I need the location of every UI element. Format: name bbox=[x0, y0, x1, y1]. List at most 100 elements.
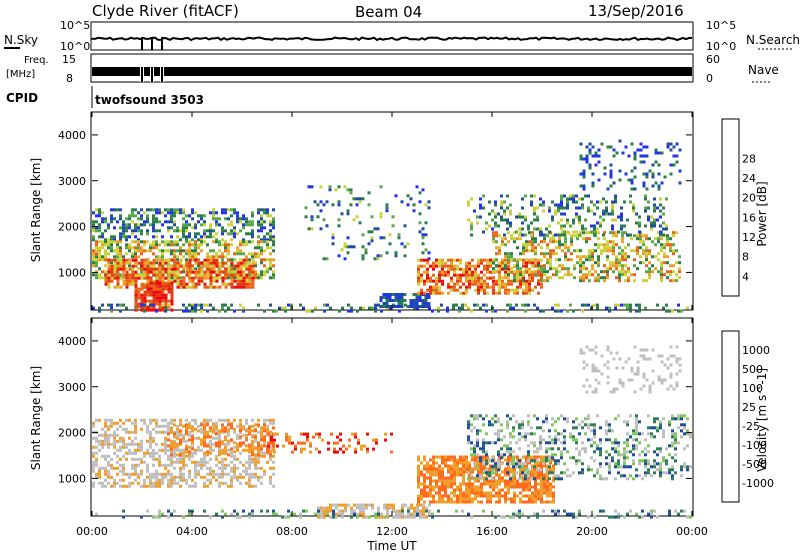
heatmap-cell bbox=[270, 438, 273, 442]
heatmap-cell bbox=[407, 512, 410, 516]
heatmap-cell bbox=[272, 466, 275, 470]
heatmap-cell bbox=[269, 214, 272, 218]
heatmap-cell bbox=[497, 459, 500, 463]
heatmap-cell bbox=[188, 276, 192, 280]
heatmap-cell bbox=[104, 424, 107, 428]
heatmap-cell bbox=[236, 276, 240, 280]
heatmap-cell bbox=[107, 442, 110, 446]
heatmap-cell bbox=[587, 303, 590, 307]
heatmap-cell bbox=[543, 252, 546, 256]
heatmap-cell bbox=[134, 418, 137, 422]
heatmap-cell bbox=[417, 279, 420, 283]
heatmap-cell bbox=[306, 438, 309, 442]
heatmap-cell bbox=[418, 221, 422, 225]
heatmap-cell bbox=[500, 453, 503, 457]
heatmap-cell bbox=[438, 291, 441, 295]
heatmap-cell bbox=[417, 455, 420, 459]
heatmap-cell bbox=[582, 279, 585, 283]
heatmap-cell bbox=[263, 238, 266, 242]
heatmap-cell bbox=[348, 444, 351, 448]
heatmap-cell bbox=[409, 197, 413, 201]
heatmap-cell bbox=[248, 240, 251, 244]
heatmap-cell bbox=[418, 191, 422, 195]
heatmap-cell bbox=[630, 178, 634, 182]
heatmap-cell bbox=[608, 426, 611, 430]
heatmap-cell bbox=[125, 258, 129, 262]
heatmap-cell bbox=[593, 441, 596, 445]
heatmap-cell bbox=[530, 194, 533, 198]
heatmap-cell bbox=[370, 215, 374, 219]
heatmap-cell bbox=[432, 461, 435, 465]
heatmap-cell bbox=[444, 482, 447, 486]
heatmap-cell bbox=[558, 237, 561, 241]
heatmap-cell bbox=[212, 214, 215, 218]
heatmap-cell bbox=[510, 485, 513, 489]
heatmap-cell bbox=[482, 441, 485, 445]
heatmap-cell bbox=[389, 306, 392, 310]
heatmap-cell bbox=[254, 255, 257, 259]
heatmap-cell bbox=[483, 288, 486, 292]
heatmap-cell bbox=[209, 435, 212, 439]
heatmap-cell bbox=[128, 246, 131, 250]
heatmap-cell bbox=[125, 246, 128, 250]
heatmap-cell bbox=[633, 154, 637, 158]
heatmap-cell bbox=[95, 226, 98, 230]
heatmap-cell bbox=[546, 258, 549, 262]
heatmap-cell bbox=[507, 279, 510, 283]
heatmap-cell bbox=[218, 429, 221, 433]
heatmap-cell bbox=[641, 459, 644, 463]
heatmap-cell bbox=[245, 240, 248, 244]
heatmap-cell bbox=[233, 258, 237, 262]
heatmap-cell bbox=[429, 285, 432, 289]
heatmap-cell bbox=[158, 270, 162, 274]
heatmap-cell bbox=[597, 160, 601, 164]
heatmap-cell bbox=[629, 233, 632, 237]
heatmap-cell bbox=[585, 237, 588, 241]
heatmap-cell bbox=[438, 494, 441, 498]
heatmap-cell bbox=[459, 467, 462, 471]
heatmap-cell bbox=[412, 209, 416, 213]
heatmap-cell bbox=[536, 417, 539, 421]
heatmap-cell bbox=[218, 276, 222, 280]
heatmap-cell bbox=[119, 267, 123, 271]
heatmap-cell bbox=[394, 299, 398, 302]
heatmap-cell bbox=[161, 264, 165, 268]
heatmap-cell bbox=[648, 270, 651, 274]
heatmap-cell bbox=[665, 197, 668, 201]
heatmap-cell bbox=[173, 451, 176, 455]
heatmap-cell bbox=[557, 206, 560, 210]
heatmap-cell bbox=[494, 200, 497, 204]
heatmap-cell bbox=[203, 276, 207, 280]
heatmap-cell bbox=[636, 252, 639, 256]
heatmap-cell bbox=[489, 258, 492, 262]
heatmap-cell bbox=[209, 267, 213, 271]
heatmap-cell bbox=[137, 293, 141, 297]
heatmap-cell bbox=[215, 457, 218, 461]
heatmap-cell bbox=[170, 220, 173, 224]
heatmap-cell bbox=[557, 309, 560, 313]
heatmap-cell bbox=[146, 279, 150, 283]
heatmap-cell bbox=[167, 261, 170, 265]
heatmap-cell bbox=[146, 448, 149, 452]
heatmap-cell bbox=[152, 261, 156, 265]
heatmap-cell bbox=[527, 474, 530, 478]
heatmap-cell bbox=[611, 212, 614, 216]
heatmap-cell bbox=[143, 293, 147, 297]
heatmap-cell bbox=[254, 273, 257, 277]
heatmap-cell bbox=[530, 477, 533, 481]
heatmap-cell bbox=[149, 421, 152, 425]
heatmap-cell bbox=[377, 303, 380, 307]
heatmap-cell bbox=[483, 476, 486, 480]
heatmap-cell bbox=[308, 309, 311, 313]
heatmap-cell bbox=[206, 270, 210, 274]
heatmap-cell bbox=[638, 462, 641, 466]
heatmap-cell bbox=[525, 261, 528, 265]
heatmap-cell bbox=[492, 270, 495, 274]
heatmap-cell bbox=[224, 246, 227, 250]
heatmap-cell bbox=[638, 420, 641, 424]
heatmap-cell bbox=[191, 208, 194, 212]
heatmap-cell bbox=[482, 444, 485, 448]
heatmap-cell bbox=[284, 306, 287, 310]
heatmap-cell bbox=[518, 432, 521, 436]
heatmap-cell bbox=[179, 451, 182, 455]
